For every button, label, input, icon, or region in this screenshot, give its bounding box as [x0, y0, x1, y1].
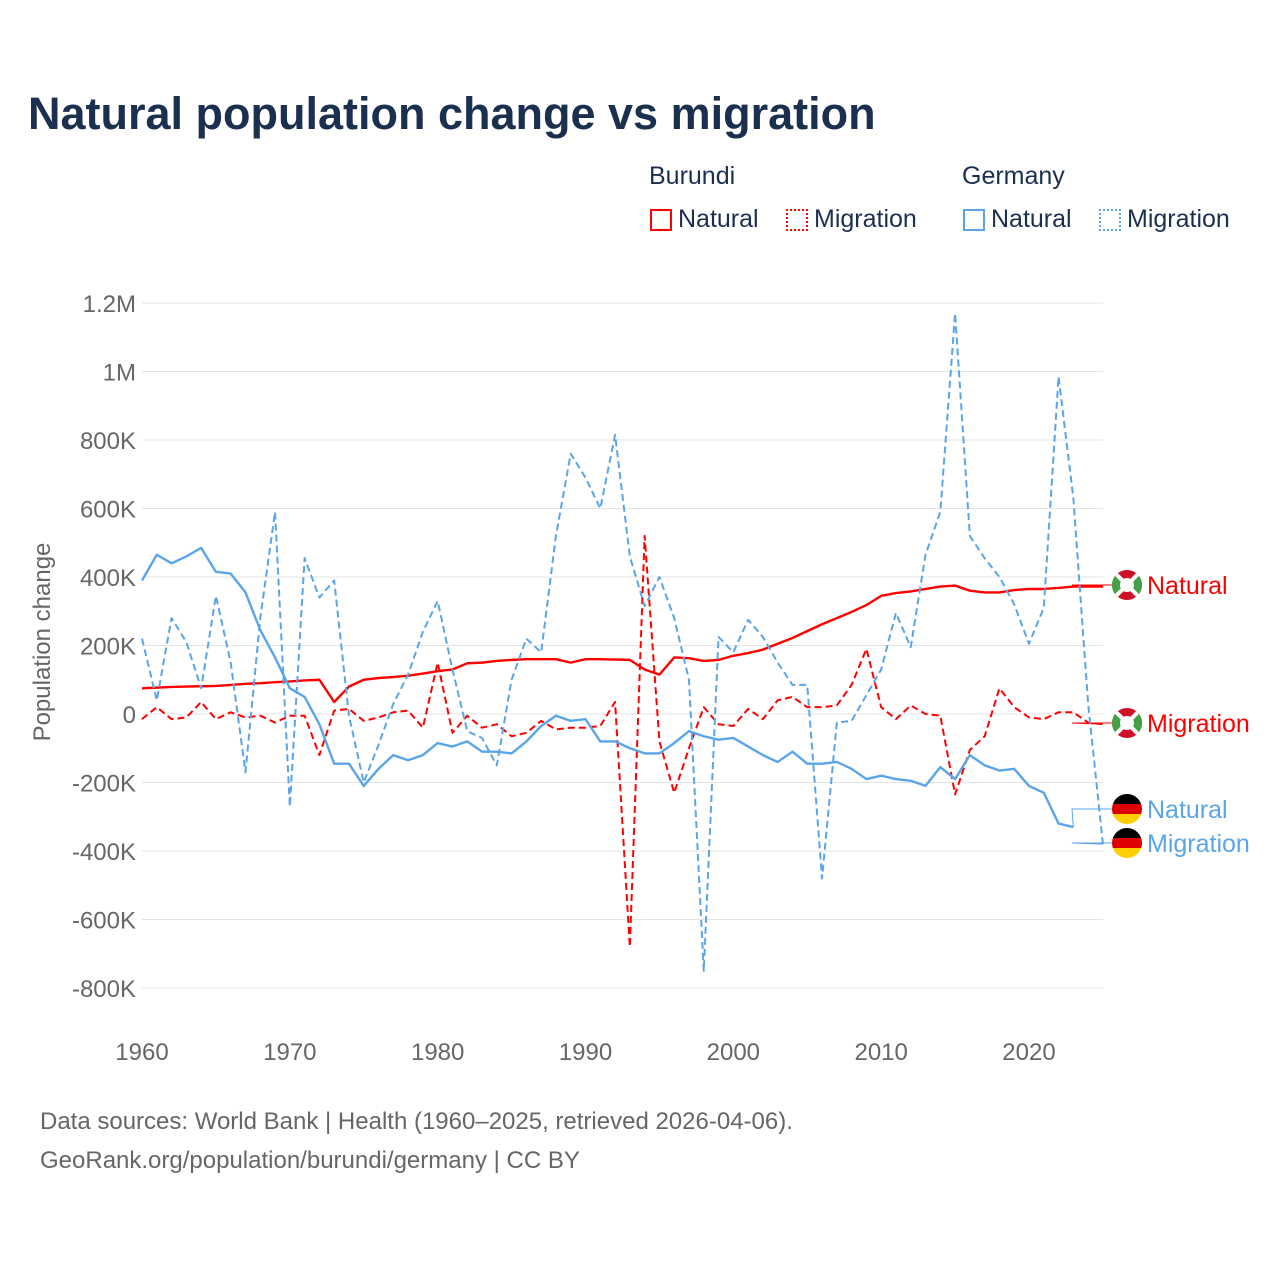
y-tick-label: 1M [103, 360, 136, 387]
label-connector [1071, 584, 1112, 588]
y-tick-label: -600K [72, 908, 136, 935]
y-tick-label: 800K [80, 428, 136, 455]
label-connector [1071, 808, 1112, 828]
burundi-flag-icon [1112, 708, 1142, 738]
series-line-burundi-natural [141, 584, 1103, 704]
y-tick-label: 0 [123, 702, 136, 729]
source-note: Data sources: World Bank | Health (1960–… [40, 1108, 793, 1135]
y-tick-label: -800K [72, 976, 136, 1003]
dotted-swatch-icon [1099, 208, 1121, 231]
series-end-label: Migration [1147, 710, 1250, 738]
y-tick-label: 200K [80, 634, 136, 661]
germany-flag-icon [1112, 828, 1142, 858]
y-tick-label: -200K [72, 771, 136, 798]
series-line-germany-migration [141, 312, 1104, 972]
legend-label: Migration [1127, 205, 1230, 233]
y-tick-label: -400K [72, 839, 136, 866]
legend-label: Natural [678, 205, 759, 233]
legend-germany-natural[interactable]: Natural [963, 205, 1072, 234]
solid-swatch-icon [963, 208, 985, 231]
series-end-label: Natural [1147, 572, 1228, 600]
chart-title: Natural population change vs migration [28, 88, 876, 139]
series-line-burundi-migration [141, 534, 1104, 948]
dotted-swatch-icon [786, 208, 808, 231]
germany-flag-icon [1112, 794, 1142, 824]
source-link[interactable]: GeoRank.org/population/burundi/germany |… [40, 1147, 580, 1174]
series-end-label: Migration [1147, 830, 1250, 858]
legend-label: Migration [814, 205, 917, 233]
legend-burundi-natural[interactable]: Natural [650, 205, 759, 234]
y-tick-label: 400K [80, 565, 136, 592]
y-tick-label: 1.2M [83, 291, 136, 318]
legend-germany-migration[interactable]: Migration [1099, 205, 1230, 234]
legend-group-burundi: Burundi [649, 162, 736, 190]
x-tick-label: 1980 [411, 1039, 464, 1066]
x-tick-label: 1960 [115, 1039, 168, 1066]
series-end-label: Natural [1147, 796, 1228, 824]
legend-group-germany: Germany [962, 162, 1065, 190]
legend-burundi-migration[interactable]: Migration [786, 205, 917, 234]
legend-label: Natural [991, 205, 1072, 233]
x-tick-label: 2010 [854, 1039, 907, 1066]
x-tick-label: 1970 [263, 1039, 316, 1066]
y-tick-label: 600K [80, 497, 136, 524]
label-connector [1071, 842, 1112, 845]
x-tick-label: 2000 [707, 1039, 760, 1066]
burundi-flag-icon [1112, 570, 1142, 600]
x-tick-label: 1990 [559, 1039, 612, 1066]
y-axis-label: Population change [29, 543, 56, 742]
x-tick-label: 2020 [1002, 1039, 1055, 1066]
solid-swatch-icon [650, 208, 672, 231]
label-connector [1071, 722, 1112, 725]
series-line-germany-natural [140, 546, 1074, 829]
